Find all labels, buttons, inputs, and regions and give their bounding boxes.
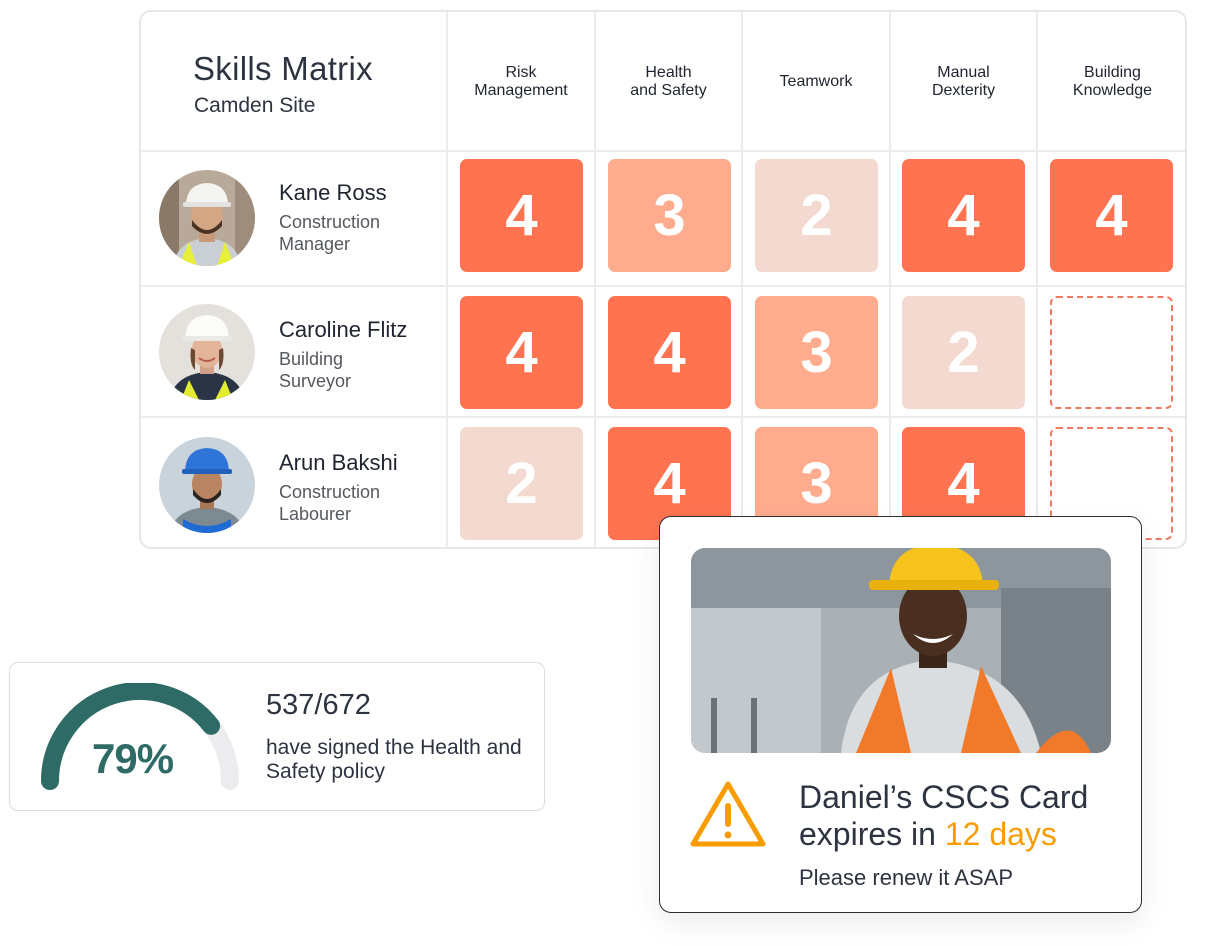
progress-count: 537/672 <box>266 689 371 721</box>
grid-line <box>141 150 1185 152</box>
person-role: Construction Manager <box>279 212 381 254</box>
alert-title-text: Daniel’s CSCS Card expires in <box>799 779 1089 852</box>
avatar-caroline-flitz <box>159 304 255 400</box>
grid-line <box>594 12 596 547</box>
policy-progress-card: 79% 537/672 have signed the Health and S… <box>9 662 545 811</box>
column-header-teamwork: Teamwork <box>779 73 853 90</box>
skill-cell[interactable]: 4 <box>608 296 731 409</box>
alert-title: Daniel’s CSCS Card expires in 12 days <box>799 779 1119 853</box>
skill-cell[interactable]: 2 <box>460 427 583 540</box>
skill-cell[interactable]: 4 <box>1050 159 1173 272</box>
skill-cell[interactable]: 2 <box>755 159 878 272</box>
warning-icon <box>690 781 766 847</box>
person-name: Arun Bakshi <box>279 450 398 475</box>
progress-percent: 79% <box>92 735 174 782</box>
person-name: Caroline Flitz <box>279 317 408 342</box>
skill-cell[interactable]: 4 <box>460 159 583 272</box>
column-header-health-and-safety: Health and Safety <box>630 64 707 99</box>
skill-cell[interactable]: 2 <box>902 296 1025 409</box>
worker-photo <box>691 548 1111 753</box>
skill-cell[interactable]: 4 <box>902 159 1025 272</box>
matrix-subtitle: Camden Site <box>194 94 316 117</box>
skill-cell[interactable]: 3 <box>755 296 878 409</box>
alert-subtitle: Please renew it ASAP <box>799 865 1014 890</box>
column-header-manual-dexterity: Manual Dexterity <box>931 64 996 99</box>
cscs-alert-card[interactable]: Daniel’s CSCS Card expires in 12 days Pl… <box>659 516 1142 913</box>
skill-cell-empty[interactable] <box>1050 296 1173 409</box>
person-role: Construction Labourer <box>279 482 381 524</box>
matrix-title: Skills Matrix <box>193 50 373 87</box>
skill-cell[interactable]: 4 <box>460 296 583 409</box>
column-header-building-knowledge: Building Knowledge <box>1072 64 1153 99</box>
person-name: Kane Ross <box>279 180 387 205</box>
grid-line <box>141 285 1185 287</box>
column-header-risk-management: Risk Management <box>474 64 568 99</box>
skills-matrix: Skills Matrix Camden Site Risk Managemen… <box>139 10 1187 549</box>
skill-cell[interactable]: 3 <box>608 159 731 272</box>
grid-line <box>141 416 1185 418</box>
progress-description: have signed the Health and Safety policy <box>266 736 522 783</box>
alert-days-remaining: 12 days <box>944 816 1057 852</box>
avatar-kane-ross <box>159 170 255 266</box>
progress-gauge <box>41 683 239 790</box>
person-role: Building Surveyor <box>279 349 352 391</box>
grid-line <box>741 12 743 547</box>
avatar-arun-bakshi <box>159 437 255 533</box>
grid-line <box>1036 12 1038 547</box>
grid-line <box>446 12 448 547</box>
grid-line <box>889 12 891 547</box>
